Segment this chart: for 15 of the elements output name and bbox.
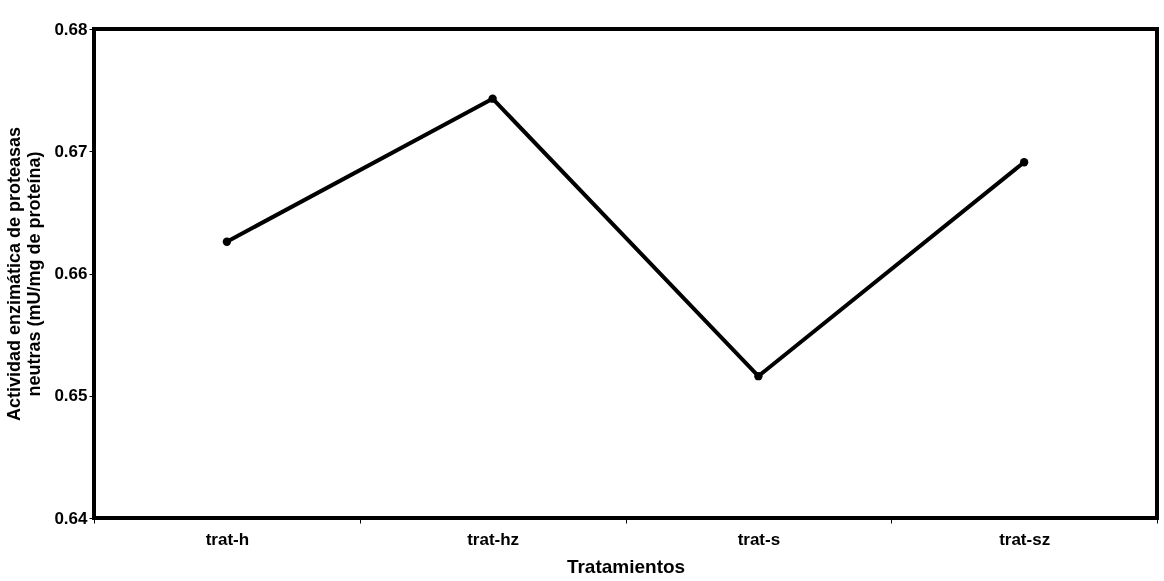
x-axis-title: Tratamientos bbox=[566, 555, 686, 577]
point bbox=[488, 94, 497, 103]
y-axis-title: Actividad enzimática de proteasas neutras (mU/mg de proteína) bbox=[4, 126, 45, 422]
x-tick-label: trat-hz bbox=[467, 529, 520, 549]
y-tick-label: 0.67 bbox=[54, 141, 88, 161]
x-tick-label: trat-s bbox=[737, 529, 781, 549]
y-tick-label: 0.68 bbox=[54, 19, 88, 39]
x-tick-label: trat-h bbox=[205, 529, 250, 549]
point bbox=[754, 372, 763, 381]
y-tick-label: 0.64 bbox=[54, 508, 89, 528]
y-tick-label: 0.65 bbox=[54, 386, 88, 406]
x-tick-label: trat-sz bbox=[999, 529, 1051, 549]
point bbox=[1019, 158, 1029, 167]
point bbox=[222, 237, 232, 246]
y-tick-label: 0.66 bbox=[54, 264, 88, 283]
